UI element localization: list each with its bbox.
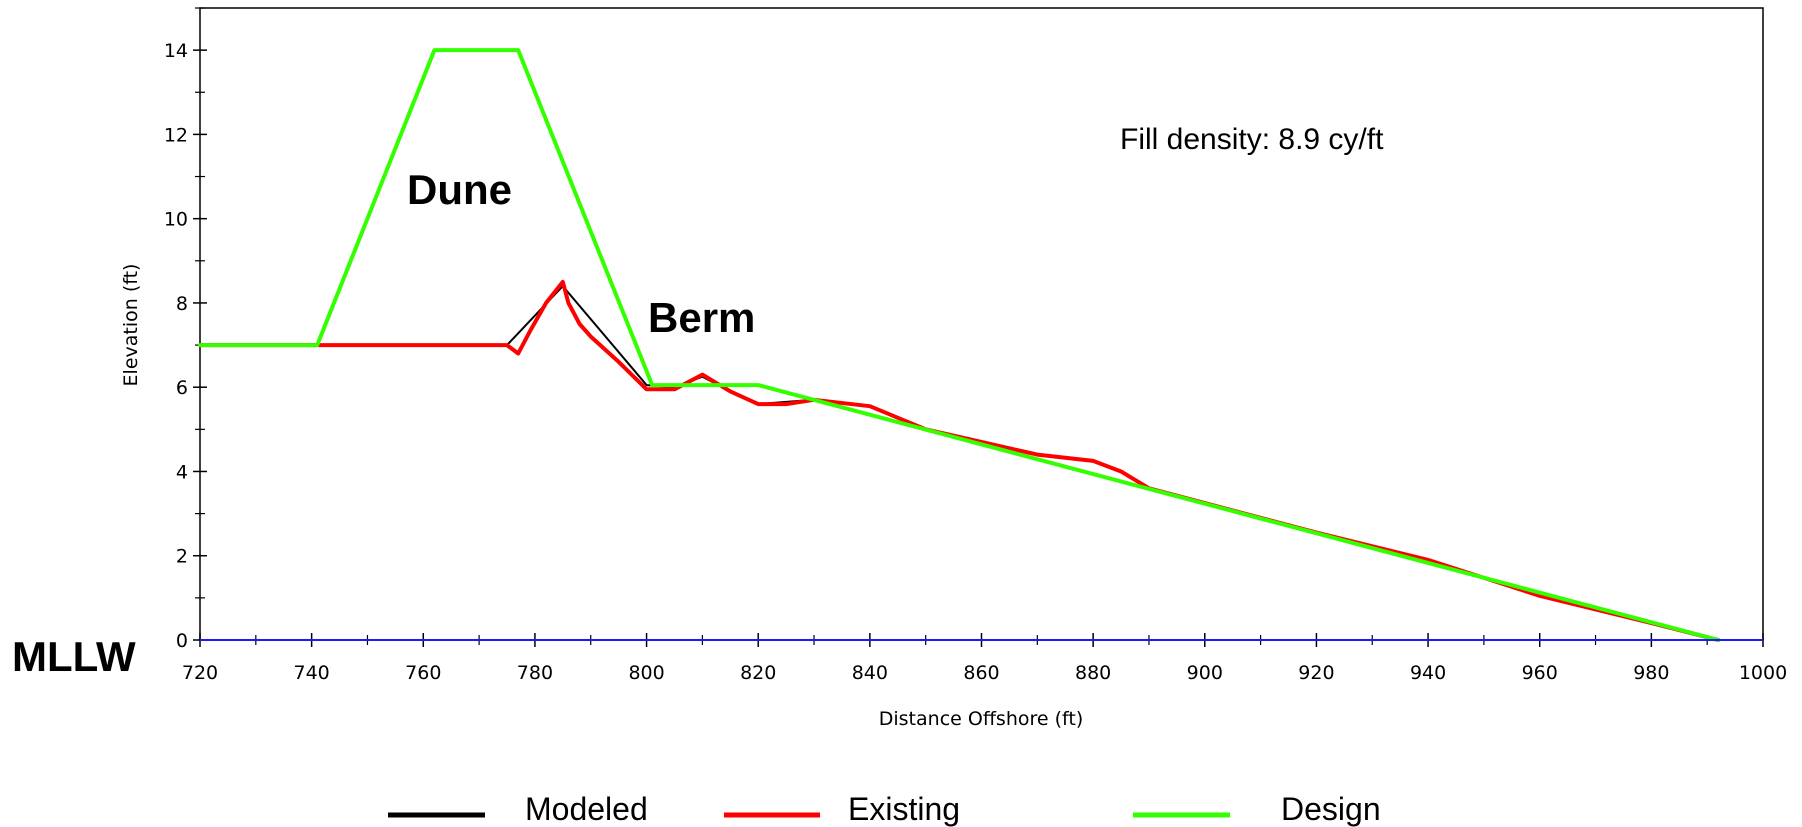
x-tick-label: 720 (182, 662, 218, 684)
x-tick-label: 960 (1522, 662, 1558, 684)
legend-label-existing: Existing (848, 791, 960, 827)
x-tick-label: 760 (405, 662, 441, 684)
legend-item-existing: Existing (724, 791, 960, 827)
y-tick-label: 0 (176, 630, 188, 652)
x-tick-label: 840 (852, 662, 888, 684)
x-tick-label: 900 (1187, 662, 1223, 684)
y-tick-label: 14 (164, 40, 188, 62)
x-tick-label: 1000 (1739, 662, 1787, 684)
y-tick-label: 4 (176, 461, 188, 483)
y-tick-labels: 0 2 4 6 8 10 12 14 (164, 40, 188, 652)
legend: Modeled Existing Design (388, 791, 1381, 827)
x-axis-title: Distance Offshore (ft) (879, 708, 1083, 730)
legend-label-modeled: Modeled (525, 791, 648, 827)
x-tick-label: 860 (963, 662, 999, 684)
x-tick-label: 980 (1633, 662, 1669, 684)
legend-item-design: Design (1133, 791, 1381, 827)
legend-label-design: Design (1281, 791, 1381, 827)
x-tick-label: 880 (1075, 662, 1111, 684)
y-tick-label: 2 (176, 546, 188, 568)
mllw-label: MLLW (12, 633, 136, 680)
data-series (198, 48, 1721, 642)
y-tick-label: 6 (176, 377, 188, 399)
x-tick-label: 820 (740, 662, 776, 684)
x-tick-labels: 720 740 760 780 800 820 840 860 880 900 920 940 960 9… (182, 662, 1787, 684)
y-tick-label: 8 (176, 293, 188, 315)
series-line-design (198, 48, 1721, 642)
fill-density-annotation: Fill density: 8.9 cy/ft (1120, 123, 1384, 156)
x-tick-label: 780 (517, 662, 553, 684)
legend-item-modeled: Modeled (388, 791, 648, 827)
x-tick-label: 740 (294, 662, 330, 684)
plot-frame (199, 7, 1764, 641)
x-tick-label: 940 (1410, 662, 1446, 684)
x-tick-label: 800 (628, 662, 664, 684)
berm-label: Berm (648, 294, 755, 341)
dune-label: Dune (407, 166, 512, 213)
y-axis-title: Elevation (ft) (120, 264, 142, 387)
y-tick-label: 12 (164, 124, 188, 146)
y-tick-label: 10 (164, 209, 188, 231)
x-tick-label: 920 (1298, 662, 1334, 684)
